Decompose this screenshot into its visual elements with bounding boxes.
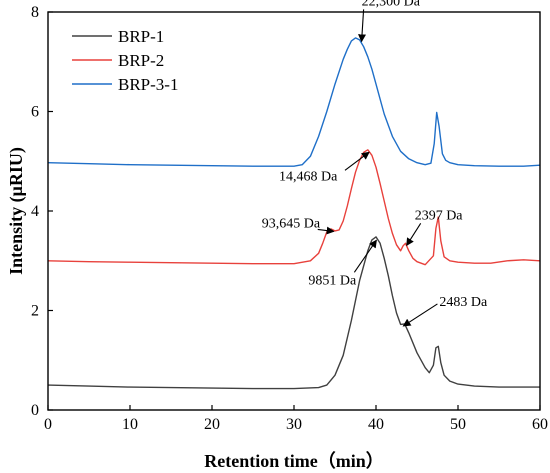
series-line-2 xyxy=(47,149,541,266)
x-tick-label: 20 xyxy=(204,416,220,433)
annotation-arrow-4 xyxy=(406,223,422,247)
x-tick-label: 60 xyxy=(532,416,548,433)
y-tick-label: 4 xyxy=(31,203,39,220)
x-tick-label: 10 xyxy=(122,416,138,433)
annotation-label-1: 22,300 Da xyxy=(362,0,421,9)
legend-label-3: BRP-3-1 xyxy=(118,75,178,94)
annotation-label-4: 2397 Da xyxy=(415,208,464,223)
y-tick-label: 8 xyxy=(31,4,39,21)
y-axis-title: Intensity (μRIU) xyxy=(6,147,27,275)
annotation-arrow-3 xyxy=(317,226,335,235)
annotation-label-3: 93,645 Da xyxy=(262,216,321,231)
x-axis-title: Retention time（min） xyxy=(204,451,383,471)
x-tick-label: 50 xyxy=(450,416,466,433)
series-line-1 xyxy=(47,236,540,390)
series-layer xyxy=(47,37,541,390)
annotation-arrow-2 xyxy=(344,151,370,171)
annotation-label-6: 2483 Da xyxy=(439,295,488,310)
x-tick-label: 30 xyxy=(286,416,302,433)
annotation-arrow-5 xyxy=(353,239,377,273)
tick-layer: 0 10 20 30 40 50 60 0 2 4 6 8 xyxy=(31,4,548,433)
annotation-arrow-1 xyxy=(358,9,367,43)
annotation-layer: 22,300 Da 14,468 Da 93,645 Da 2397 Da 9851 D… xyxy=(262,0,488,327)
y-tick-label: 0 xyxy=(31,402,39,419)
annotation-label-5: 9851 Da xyxy=(308,273,357,288)
x-tick-label: 0 xyxy=(44,416,52,433)
y-tick-label: 6 xyxy=(31,104,39,121)
plot-frame xyxy=(47,11,541,411)
annotation-arrow-6 xyxy=(402,303,438,327)
series-line-3 xyxy=(47,37,541,167)
annotation-label-2: 14,468 Da xyxy=(279,169,338,184)
legend-label-1: BRP-1 xyxy=(118,27,164,46)
y-tick-label: 2 xyxy=(31,303,39,320)
legend: BRP-1 BRP-2 BRP-3-1 xyxy=(72,27,178,94)
x-tick-label: 40 xyxy=(368,416,384,433)
legend-label-2: BRP-2 xyxy=(118,51,164,70)
